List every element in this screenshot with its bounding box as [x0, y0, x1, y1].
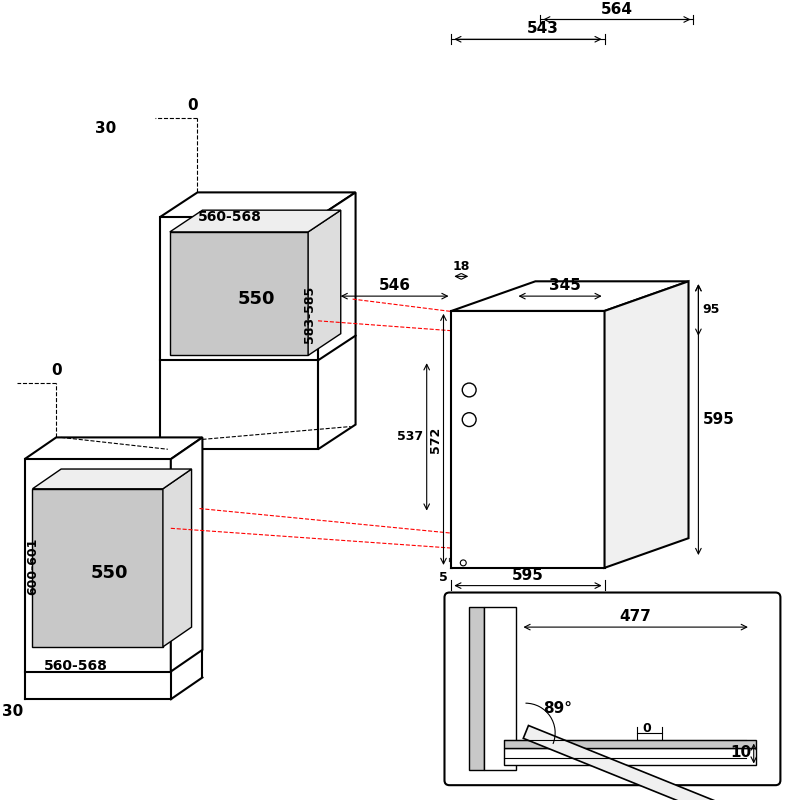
Text: 572: 572: [429, 426, 442, 453]
Polygon shape: [25, 438, 202, 459]
Text: 583-585: 583-585: [303, 286, 316, 342]
Text: 30: 30: [2, 703, 23, 718]
Text: 20: 20: [533, 599, 550, 612]
Text: 18: 18: [453, 261, 470, 274]
Bar: [451, 323, 605, 341]
Text: 0: 0: [187, 98, 198, 114]
Bar: [484, 607, 516, 770]
Bar: [469, 607, 484, 770]
Text: 564: 564: [601, 2, 633, 17]
Polygon shape: [171, 438, 202, 671]
Bar: [25, 459, 171, 671]
Text: 595: 595: [512, 568, 544, 582]
Text: 0: 0: [642, 722, 651, 735]
Polygon shape: [451, 282, 689, 311]
Polygon shape: [308, 210, 341, 355]
Bar: [160, 217, 318, 450]
FancyBboxPatch shape: [445, 593, 781, 785]
Text: 10: 10: [730, 745, 751, 760]
Text: 95: 95: [702, 303, 720, 317]
Bar: [504, 740, 756, 748]
Bar: [504, 748, 756, 766]
Circle shape: [460, 560, 466, 566]
Text: 595: 595: [702, 412, 734, 427]
Text: 30: 30: [95, 121, 116, 136]
Text: 5: 5: [439, 571, 448, 584]
Polygon shape: [605, 282, 689, 568]
Polygon shape: [160, 192, 355, 217]
Text: 543: 543: [527, 22, 558, 36]
Text: 345: 345: [549, 278, 581, 293]
Text: 477: 477: [620, 609, 651, 624]
Bar: [454, 346, 602, 558]
Polygon shape: [170, 210, 341, 232]
Bar: [451, 311, 605, 568]
Text: 89°: 89°: [543, 701, 572, 716]
Text: 560-568: 560-568: [44, 658, 108, 673]
Circle shape: [462, 383, 476, 397]
Bar: [170, 232, 308, 355]
Text: 600-601: 600-601: [26, 537, 39, 594]
Polygon shape: [318, 192, 355, 450]
Text: 560-568: 560-568: [198, 210, 262, 224]
Text: 550: 550: [238, 290, 275, 308]
Polygon shape: [163, 469, 191, 647]
Text: 0: 0: [51, 363, 62, 378]
Circle shape: [462, 413, 476, 426]
Bar: [523, 726, 721, 800]
Polygon shape: [33, 469, 191, 489]
Bar: [33, 489, 163, 647]
Text: 546: 546: [379, 278, 411, 293]
Text: 550: 550: [91, 564, 128, 582]
Text: 537: 537: [397, 430, 422, 443]
